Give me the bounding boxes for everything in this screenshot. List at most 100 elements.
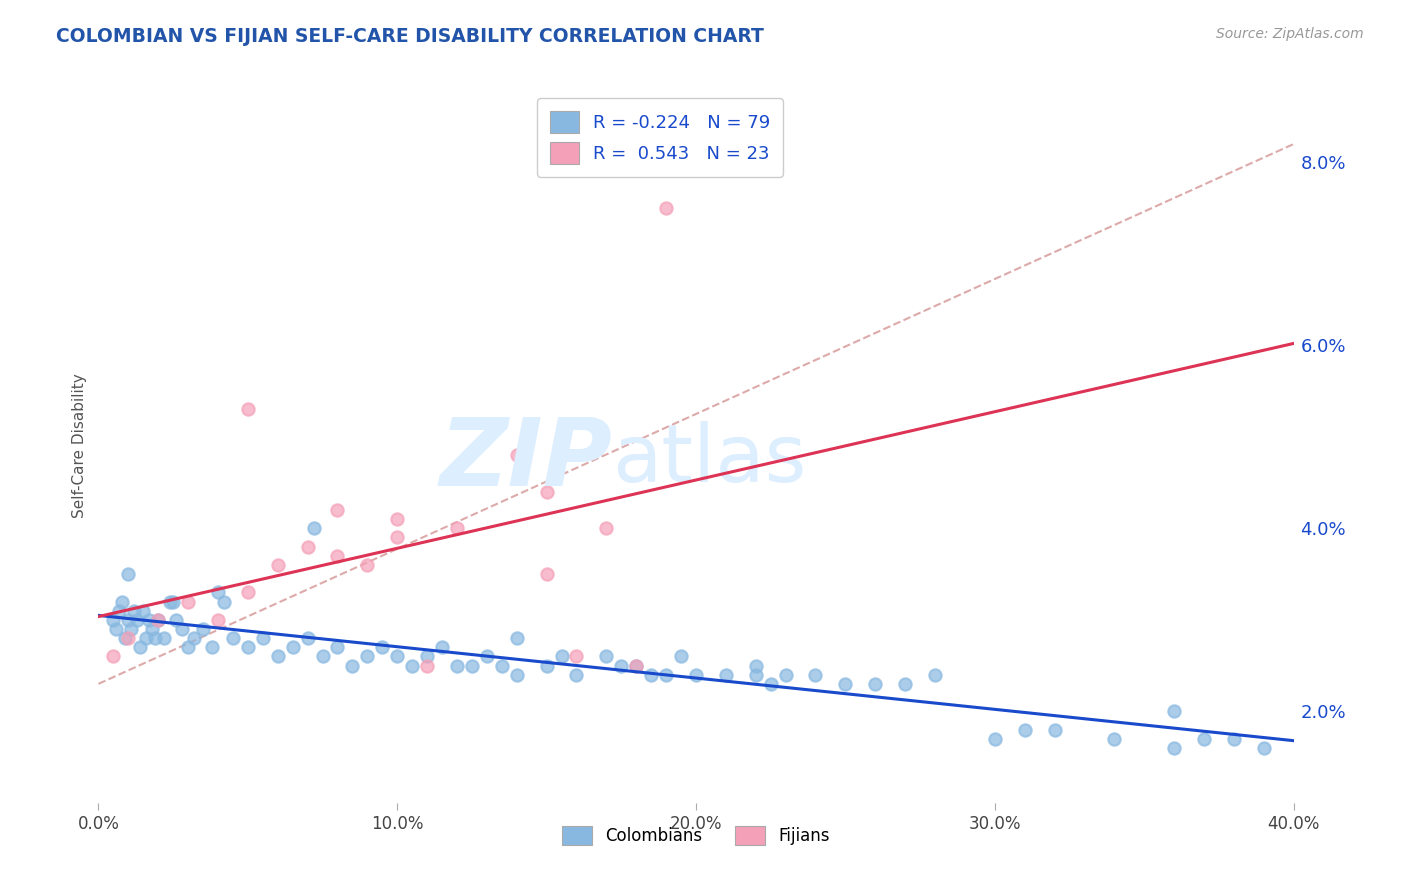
Point	[595, 649, 617, 664]
Point	[342, 658, 364, 673]
Point	[640, 667, 662, 681]
Point	[430, 640, 453, 655]
Point	[924, 667, 946, 681]
Point	[117, 613, 139, 627]
Point	[984, 731, 1007, 746]
Point	[371, 640, 394, 655]
Point	[804, 667, 827, 681]
Point	[191, 622, 214, 636]
Point	[177, 594, 200, 608]
Point	[1163, 740, 1185, 755]
Point	[302, 521, 325, 535]
Point	[894, 677, 917, 691]
Point	[1104, 731, 1126, 746]
Point	[865, 677, 887, 691]
Point	[103, 649, 125, 664]
Point	[356, 558, 378, 572]
Point	[135, 631, 157, 645]
Point	[385, 512, 409, 526]
Point	[132, 604, 155, 618]
Point	[201, 640, 224, 655]
Point	[183, 631, 205, 645]
Point	[236, 585, 259, 599]
Point	[385, 531, 409, 545]
Point	[172, 622, 194, 636]
Point	[120, 622, 142, 636]
Point	[297, 631, 319, 645]
Point	[565, 667, 588, 681]
Point	[281, 640, 304, 655]
Point	[117, 631, 139, 645]
Point	[143, 631, 166, 645]
Point	[212, 594, 235, 608]
Point	[446, 658, 468, 673]
Point	[326, 503, 349, 517]
Point	[356, 649, 378, 664]
Point	[153, 631, 176, 645]
Point	[326, 549, 349, 563]
Point	[745, 667, 768, 681]
Point	[610, 658, 633, 673]
Point	[252, 631, 274, 645]
Point	[108, 604, 131, 618]
Point	[148, 613, 170, 627]
Point	[297, 540, 319, 554]
Text: atlas: atlas	[613, 421, 807, 500]
Point	[745, 658, 768, 673]
Point	[536, 484, 558, 499]
Point	[655, 667, 678, 681]
Point	[236, 640, 259, 655]
Point	[177, 640, 200, 655]
Y-axis label: Self-Care Disability: Self-Care Disability	[72, 374, 87, 518]
Point	[1192, 731, 1215, 746]
Point	[162, 594, 184, 608]
Point	[461, 658, 484, 673]
Point	[141, 622, 163, 636]
Point	[1223, 731, 1246, 746]
Legend: Colombians, Fijians: Colombians, Fijians	[555, 819, 837, 852]
Point	[536, 567, 558, 582]
Point	[127, 613, 149, 627]
Point	[222, 631, 245, 645]
Point	[114, 631, 136, 645]
Point	[159, 594, 181, 608]
Point	[536, 658, 558, 673]
Point	[1014, 723, 1036, 737]
Point	[236, 402, 259, 417]
Point	[685, 667, 707, 681]
Point	[626, 658, 648, 673]
Point	[401, 658, 423, 673]
Point	[506, 667, 529, 681]
Point	[207, 613, 229, 627]
Point	[124, 604, 146, 618]
Point	[565, 649, 588, 664]
Text: ZIP: ZIP	[440, 414, 613, 507]
Point	[416, 658, 439, 673]
Point	[267, 649, 290, 664]
Point	[416, 649, 439, 664]
Point	[311, 649, 333, 664]
Point	[506, 448, 529, 462]
Text: Source: ZipAtlas.com: Source: ZipAtlas.com	[1216, 27, 1364, 41]
Point	[595, 521, 617, 535]
Point	[834, 677, 856, 691]
Point	[148, 613, 170, 627]
Point	[550, 649, 572, 664]
Point	[655, 201, 678, 215]
Point	[1043, 723, 1066, 737]
Text: COLOMBIAN VS FIJIAN SELF-CARE DISABILITY CORRELATION CHART: COLOMBIAN VS FIJIAN SELF-CARE DISABILITY…	[56, 27, 763, 45]
Point	[446, 521, 468, 535]
Point	[385, 649, 409, 664]
Point	[626, 658, 648, 673]
Point	[111, 594, 134, 608]
Point	[165, 613, 187, 627]
Point	[267, 558, 290, 572]
Point	[105, 622, 128, 636]
Point	[326, 640, 349, 655]
Point	[475, 649, 498, 664]
Point	[669, 649, 692, 664]
Point	[714, 667, 737, 681]
Point	[138, 613, 160, 627]
Point	[207, 585, 229, 599]
Point	[506, 631, 529, 645]
